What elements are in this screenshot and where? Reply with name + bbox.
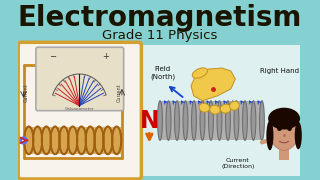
Ellipse shape [295,122,302,149]
Ellipse shape [192,68,207,78]
Ellipse shape [210,105,220,114]
Ellipse shape [68,127,77,154]
Ellipse shape [230,101,239,110]
Text: Electromagnetism: Electromagnetism [18,4,302,32]
Ellipse shape [266,121,274,150]
Text: Current: Current [117,84,122,102]
Text: Current: Current [23,84,28,102]
Text: +: + [102,52,109,61]
Text: N: N [140,109,159,132]
Ellipse shape [199,103,210,112]
Ellipse shape [217,101,222,140]
Ellipse shape [112,127,121,154]
Ellipse shape [209,101,213,140]
Text: Grade 11 Physics: Grade 11 Physics [102,29,218,42]
Ellipse shape [269,111,299,150]
FancyBboxPatch shape [18,42,141,179]
Ellipse shape [200,101,205,140]
Ellipse shape [174,101,180,140]
Ellipse shape [157,101,163,140]
Text: Right Hand: Right Hand [260,68,299,74]
FancyBboxPatch shape [142,45,300,176]
Ellipse shape [243,101,247,140]
Ellipse shape [220,104,231,113]
Ellipse shape [77,127,86,154]
Ellipse shape [226,101,230,140]
Text: −: − [49,52,56,61]
Polygon shape [191,68,235,101]
Ellipse shape [192,101,196,140]
FancyBboxPatch shape [36,47,124,111]
Bar [160,101,262,140]
Ellipse shape [51,127,60,154]
Ellipse shape [103,127,112,154]
Text: Galvanometer: Galvanometer [65,107,94,111]
Bar [24,127,121,154]
Text: Field
(North): Field (North) [150,66,175,80]
Ellipse shape [86,127,95,154]
Ellipse shape [42,127,51,154]
Text: Current
(Direction): Current (Direction) [221,158,255,168]
Ellipse shape [183,101,188,140]
Ellipse shape [251,101,256,140]
Ellipse shape [234,101,239,140]
Ellipse shape [59,127,68,154]
Ellipse shape [94,127,104,154]
Ellipse shape [166,101,171,140]
Ellipse shape [268,108,300,129]
Ellipse shape [24,127,33,154]
Bar [279,148,289,160]
Ellipse shape [33,127,42,154]
Ellipse shape [260,101,264,140]
